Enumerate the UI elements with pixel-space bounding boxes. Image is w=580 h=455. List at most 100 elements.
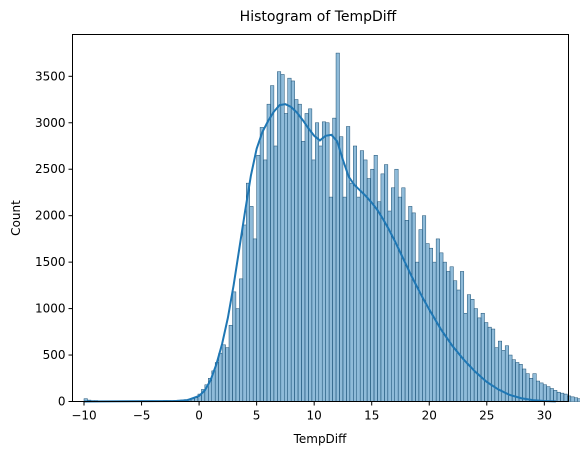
histogram-bar (549, 388, 554, 402)
histogram-bar (308, 108, 313, 402)
histogram-bar (453, 280, 458, 402)
x-tick-label: 20 (422, 409, 437, 423)
histogram-bar (301, 141, 306, 402)
histogram-bar (218, 352, 223, 402)
histogram-bar (491, 328, 496, 402)
histogram-bar (266, 103, 271, 402)
histogram-bar (373, 155, 378, 402)
histogram-bar (484, 322, 489, 402)
histogram-bar (221, 344, 226, 402)
histogram-bar (315, 122, 320, 402)
histogram-bar (387, 210, 392, 402)
kde-curve (84, 103, 556, 403)
histogram-bar (563, 393, 568, 402)
histogram-bar (335, 52, 340, 402)
histogram-bar (556, 391, 561, 402)
y-tick-label: 3000 (35, 116, 66, 130)
histogram-bar (515, 362, 520, 402)
x-tick-label: 15 (364, 409, 379, 423)
histogram-bar (570, 396, 575, 402)
histogram-bar (280, 74, 285, 402)
histogram-bar (567, 395, 572, 402)
histogram-bar (473, 308, 478, 402)
histogram-bar (470, 299, 475, 402)
y-tick-label: 1000 (35, 302, 66, 316)
histogram-bar (325, 122, 330, 402)
histogram-bar (259, 127, 264, 402)
histogram-bar (529, 378, 534, 402)
histogram-bar (297, 103, 302, 402)
histogram-bar (532, 373, 537, 402)
histogram-bar (466, 294, 471, 402)
histogram-bar (294, 99, 299, 402)
histogram-bar (384, 164, 389, 402)
histogram-bar (328, 196, 333, 402)
x-axis-label: TempDiff (293, 432, 348, 446)
histogram-bar (339, 136, 344, 402)
histogram-bar (494, 347, 499, 402)
histogram-bar (577, 398, 580, 402)
histogram-bar (480, 312, 485, 402)
histogram-bar (252, 238, 257, 402)
y-tick-label: 3500 (35, 69, 66, 83)
histogram-bar (542, 384, 547, 402)
histogram-bar (263, 159, 268, 402)
histogram-bar (228, 325, 233, 402)
y-axis-label: Count (9, 200, 23, 236)
histogram-bar (332, 117, 337, 402)
histogram-bar (366, 178, 371, 402)
x-tick-label: −5 (133, 409, 151, 423)
histogram-bar (553, 390, 558, 402)
chart-title: Histogram of TempDiff (240, 9, 397, 25)
histogram-bar (487, 326, 492, 402)
histogram-bar (477, 317, 482, 402)
histogram-bar (318, 145, 323, 402)
histogram-bar (456, 289, 461, 402)
y-tick-label: 1500 (35, 255, 66, 269)
histogram-bar (380, 173, 385, 402)
histogram-bar (408, 206, 413, 402)
histogram-bar (422, 215, 427, 402)
histogram-bar (311, 159, 316, 402)
histogram-bar (277, 71, 282, 402)
histogram-bar (574, 397, 578, 402)
histogram-bar (270, 85, 275, 402)
histogram-bar (404, 220, 409, 402)
histogram-bar (249, 206, 254, 402)
histogram-bar (498, 340, 503, 402)
histogram-bar (287, 77, 292, 402)
histogram-bar (246, 182, 250, 402)
histogram-bar (356, 196, 361, 402)
histogram-bar (321, 121, 326, 402)
histogram-bar (560, 392, 565, 402)
histogram-bar (522, 368, 527, 402)
histogram-bar (359, 150, 364, 402)
x-tick-label: 0 (195, 409, 203, 423)
histogram-bar (235, 308, 240, 402)
histogram-bar (290, 80, 295, 402)
histogram-bar (304, 113, 309, 402)
histogram-bar (349, 182, 354, 402)
histogram-bar (429, 247, 433, 402)
histogram-bar (377, 201, 382, 402)
y-axis-ticks: 0 500 1000 1500 2000 2500 3000 3500 (35, 69, 73, 409)
histogram-bar (397, 196, 402, 402)
histogram-bar (242, 224, 247, 402)
x-tick-label: 10 (307, 409, 322, 423)
histogram-bar (401, 187, 406, 402)
histogram-bar (418, 229, 423, 402)
histogram-bar (342, 196, 347, 402)
histogram-bar (463, 312, 468, 402)
histogram-bar (239, 278, 244, 402)
x-tick-label: 30 (537, 409, 552, 423)
histogram-bar (460, 271, 465, 402)
y-tick-label: 2500 (35, 162, 66, 176)
x-tick-label: −10 (71, 409, 96, 423)
histogram-bar (232, 291, 237, 402)
x-axis-ticks: −10 −5 0 5 10 15 20 25 30 (71, 401, 552, 423)
histogram-bar (411, 212, 416, 402)
histogram-bar (546, 386, 551, 402)
histogram-bar (536, 380, 540, 402)
histogram-bar (518, 364, 523, 402)
